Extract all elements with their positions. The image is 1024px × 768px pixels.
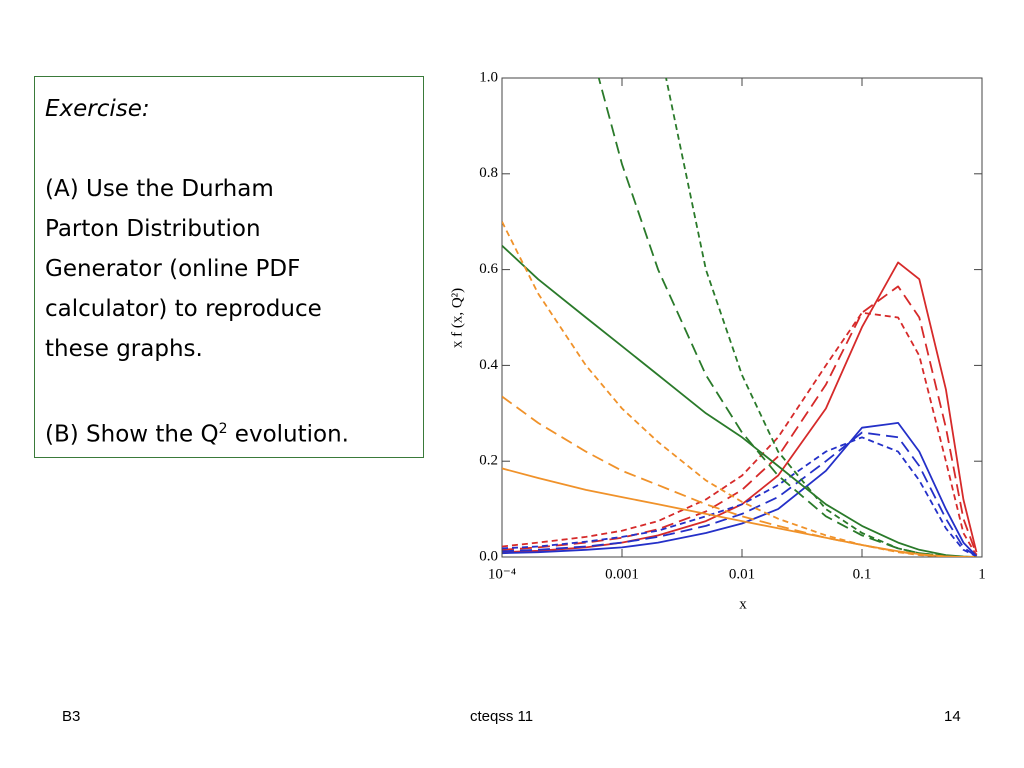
x-tick-label: 0.001 <box>605 566 639 582</box>
y-axis-label: x f (x, Q²) <box>449 288 465 348</box>
part-b: (B) Show the Q2 evolution. <box>45 409 413 455</box>
heading: Exercise: <box>45 96 150 122</box>
footer-left: B3 <box>62 708 81 725</box>
y-tick-label: 0.8 <box>479 165 498 181</box>
x-tick-label: 0.01 <box>729 566 755 582</box>
x-tick-label: 1 <box>978 566 986 582</box>
y-tick-label: 1.0 <box>479 69 498 85</box>
superscript: 2 <box>218 421 228 437</box>
y-tick-label: 0.2 <box>479 453 498 469</box>
footer-center: cteqss 11 <box>470 708 534 725</box>
pdf-curve <box>502 221 977 557</box>
part-a: (A) Use the Durham Parton Distribution Gen… <box>45 169 413 369</box>
pdf-curve <box>502 285 978 555</box>
pdf-curve <box>665 78 977 557</box>
text: evolution. <box>227 421 349 448</box>
plot-frame <box>501 77 983 558</box>
pdf-curve <box>597 78 977 557</box>
y-tick-label: 0.0 <box>479 548 498 564</box>
pdf-curve <box>502 261 978 554</box>
pdf-curve <box>502 436 977 557</box>
y-tick-label: 0.6 <box>479 261 498 277</box>
pdf-curve <box>502 395 977 557</box>
x-tick-label: 10⁻⁴ <box>488 566 516 582</box>
y-tick-label: 0.4 <box>479 357 498 373</box>
line: Generator (online PDF <box>45 256 301 282</box>
pdf-curve <box>502 244 977 557</box>
line: calculator) to reproduce <box>45 296 322 322</box>
x-tick-label: 0.1 <box>853 566 872 582</box>
line: (A) Use the Durham <box>45 176 274 202</box>
pdf-curve <box>502 431 978 557</box>
exercise-box: Exercise: (A) Use the Durham Parton Distr… <box>34 76 424 458</box>
curves <box>502 78 978 557</box>
text: (B) Show the Q <box>45 421 219 448</box>
line: Parton Distribution <box>45 216 261 242</box>
footer-right: 14 <box>944 708 961 725</box>
line: these graphs. <box>45 336 203 362</box>
x-axis-label: x <box>739 596 747 612</box>
pdf-curve <box>502 422 978 557</box>
